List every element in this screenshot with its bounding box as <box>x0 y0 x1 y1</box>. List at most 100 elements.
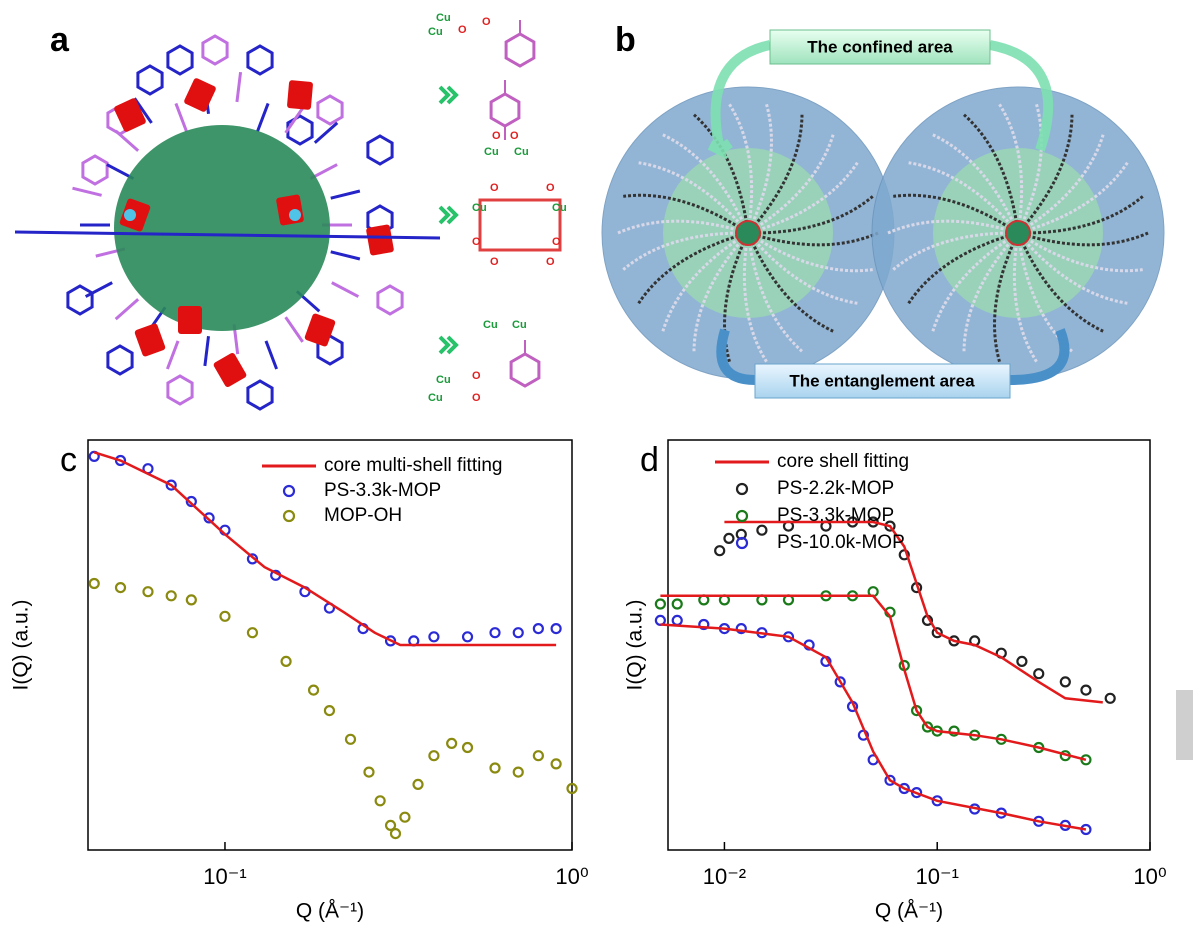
arrow-entangle <box>716 328 756 385</box>
polymer-chain <box>746 232 804 353</box>
data-point <box>1104 692 1116 704</box>
data-point <box>1033 668 1045 680</box>
legend-marker <box>735 509 749 523</box>
panel-letter: d <box>640 441 659 479</box>
ring-bonds <box>478 198 562 252</box>
ring <box>376 284 404 316</box>
bond <box>330 250 361 261</box>
data-point <box>219 610 231 622</box>
polymer-chain <box>617 219 749 235</box>
x-axis-label: Q (Å⁻¹) <box>296 900 364 923</box>
data-point <box>714 545 726 557</box>
legend-marker <box>735 482 749 496</box>
polymer-chain <box>1017 161 1129 235</box>
ring <box>201 34 229 66</box>
x-tick-label: 10⁰ <box>1133 864 1166 889</box>
arrow-confined <box>989 40 1054 152</box>
data-point <box>88 450 100 462</box>
bond <box>235 71 243 103</box>
legend-marker <box>282 484 296 498</box>
x-tick-label: 10⁰ <box>555 864 588 889</box>
data-point <box>428 750 440 762</box>
edge-bar <box>1176 690 1193 760</box>
polymer-chain <box>1016 114 1074 234</box>
paddlewheel <box>304 313 336 347</box>
paddlewheel <box>287 80 313 110</box>
data-point <box>399 811 411 823</box>
bond <box>133 97 153 124</box>
label-entanglement: The entanglement area <box>789 371 975 390</box>
chem-label: O <box>490 182 499 194</box>
ring <box>106 344 134 376</box>
data-point <box>1016 655 1028 668</box>
data-point <box>165 590 177 602</box>
polymer-chain <box>746 232 858 305</box>
data-point <box>489 762 501 774</box>
polymer-chain <box>622 231 749 271</box>
data-point <box>389 827 402 840</box>
data-point <box>884 774 896 786</box>
data-point <box>512 766 524 778</box>
polymer-chain <box>1017 231 1143 273</box>
data-point <box>246 553 259 565</box>
polymer-chain <box>892 231 1019 271</box>
bond <box>284 107 304 134</box>
x-axis-label: Q (Å⁻¹) <box>875 900 943 923</box>
fit-line <box>724 520 1103 704</box>
polymer-chain <box>661 231 749 332</box>
chem-label: O <box>510 130 519 142</box>
ring <box>316 94 344 126</box>
ring <box>504 32 536 68</box>
polymer-chain <box>962 232 1020 352</box>
polymer-chain <box>746 232 834 333</box>
data-point <box>654 598 666 610</box>
label-box <box>769 29 991 65</box>
x-tick-label: 10⁻¹ <box>203 864 246 889</box>
polymer-chain <box>746 103 773 234</box>
polymer-chain <box>908 161 1020 234</box>
data-point <box>384 819 397 832</box>
bond <box>114 129 140 152</box>
chem-label: O <box>552 236 561 248</box>
chevron <box>438 335 459 355</box>
data-point <box>307 684 320 696</box>
bond <box>174 102 188 133</box>
core <box>735 220 761 246</box>
ring <box>286 114 314 146</box>
ring <box>166 44 194 76</box>
data-point <box>910 704 923 717</box>
data-point <box>723 532 735 545</box>
polymer-chain <box>723 232 750 363</box>
bond <box>331 281 360 298</box>
data-point <box>512 627 524 639</box>
data-point <box>931 627 943 639</box>
ring <box>246 379 274 411</box>
ring <box>489 92 521 128</box>
bond <box>165 340 180 370</box>
paddlewheel <box>178 306 202 334</box>
label-box <box>754 363 1011 399</box>
chem-label: O <box>472 236 481 248</box>
polymer-chain <box>747 195 874 235</box>
polymer-chain <box>993 232 1020 363</box>
paddlewheel <box>114 98 146 132</box>
plot-frame <box>667 439 1151 851</box>
panel-letter: a <box>50 21 70 59</box>
plot: c 10⁻¹ 10⁰ Q (Å⁻¹) I(Q) (a.u.) core multi-she… <box>10 439 589 923</box>
legend-label: PS-2.2k-MOP <box>777 478 894 499</box>
ring <box>246 44 274 76</box>
ring <box>136 64 164 96</box>
chem-label: O <box>472 370 481 382</box>
data-point <box>735 622 747 635</box>
data-point <box>374 795 386 807</box>
polymer-chain <box>742 232 768 363</box>
polymer-chain <box>998 103 1024 234</box>
legend-label: MOP-OH <box>324 505 402 526</box>
data-point <box>756 524 768 536</box>
data-point <box>114 581 127 594</box>
data-point <box>412 778 424 791</box>
polymer-chain <box>962 113 1020 234</box>
chem-label: Cu <box>483 319 498 331</box>
data-point <box>114 454 127 467</box>
y-axis-label: I(Q) (a.u.) <box>624 599 647 690</box>
